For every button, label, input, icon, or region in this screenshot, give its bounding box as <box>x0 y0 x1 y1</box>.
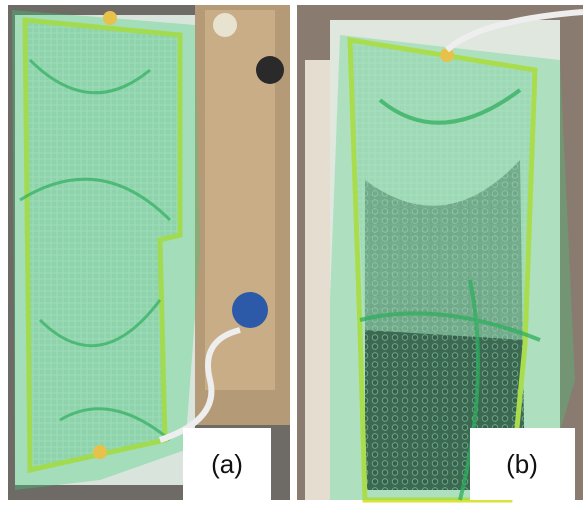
figure: (a) (b) <box>0 0 587 506</box>
tape-roll <box>213 13 237 37</box>
panel-a: (a) <box>8 5 290 500</box>
vacuum-bag <box>12 10 200 490</box>
tape-roll <box>256 56 284 84</box>
panel-label: (a) <box>211 449 243 479</box>
vacuum-port <box>103 11 117 25</box>
page: {"panels": [{"label": "(a)"}, {"label": … <box>0 0 587 506</box>
vacuum-port <box>440 48 454 62</box>
vacuum-port <box>93 445 107 459</box>
panel-label: (b) <box>506 449 538 479</box>
panel-b: (b) <box>297 5 583 500</box>
pump <box>232 292 268 328</box>
